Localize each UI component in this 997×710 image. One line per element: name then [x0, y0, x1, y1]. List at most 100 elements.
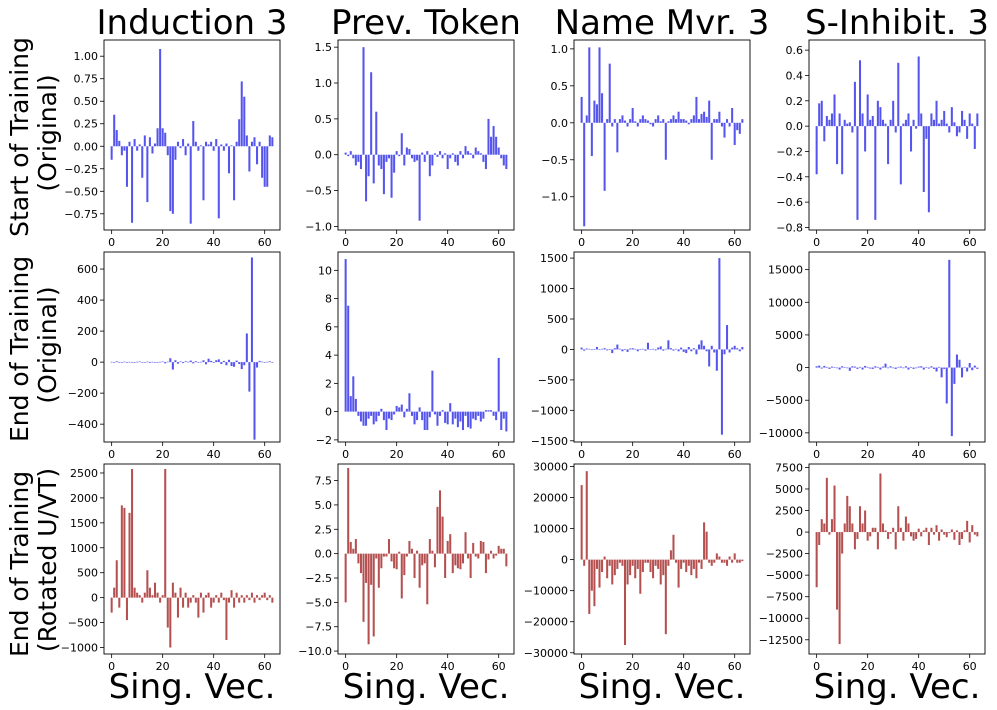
bar-r0-c0-58: [258, 141, 261, 147]
y-tick-label: −400: [68, 418, 98, 431]
y-tick-label: 6: [325, 321, 332, 334]
bar-r1-c2-45: [695, 349, 698, 355]
bar-r1-c2-50: [708, 349, 711, 367]
bar-r1-c2-7: [598, 349, 601, 351]
bar-r1-c3-48: [938, 366, 941, 368]
bar-r0-c1-5: [357, 154, 360, 162]
bar-r2-c3-25: [879, 473, 882, 533]
bar-r1-c2-49: [705, 349, 708, 352]
bar-r2-c0-3: [118, 597, 121, 608]
plot-frame: [573, 251, 751, 443]
y-tick-label: 0.0: [551, 117, 569, 130]
plot-frame: [103, 39, 281, 231]
bar-r1-c1-62: [502, 411, 505, 419]
bar-r0-c2-1: [583, 122, 586, 227]
bar-r1-c0-39: [210, 360, 213, 363]
bar-r1-c3-49: [940, 367, 943, 378]
bar-r2-c0-60: [263, 592, 266, 598]
bar-r1-c0-32: [192, 362, 195, 364]
bar-r1-c3-62: [973, 365, 976, 368]
bar-r1-c1-18: [390, 411, 393, 421]
plot-frame: [103, 463, 281, 655]
bar-r0-c3-44: [927, 126, 930, 213]
bar-r2-c0-12: [141, 597, 144, 603]
y-tick-label: 2500: [70, 467, 98, 480]
bar-r0-c1-40: [446, 154, 449, 170]
bar-r1-c1-58: [492, 411, 495, 416]
bar-r1-c0-45: [225, 362, 228, 366]
y-tick-label: 10000: [768, 296, 803, 309]
x-tick-label: 60: [728, 660, 742, 673]
bar-r0-c3-20: [866, 94, 869, 127]
y-tick-label: −0.50: [64, 185, 98, 198]
bar-r2-c3-24: [876, 532, 879, 550]
bar-r2-c0-46: [227, 597, 231, 603]
bar-r1-c3-57: [961, 367, 964, 378]
bar-r0-c3-2: [820, 100, 823, 127]
y-tick-label: 0: [325, 406, 332, 419]
bar-r1-c1-40: [446, 411, 449, 425]
bar-r2-c1-4: [354, 539, 357, 554]
bar-r1-c3-28: [887, 367, 890, 369]
bar-r0-c2-24: [641, 115, 644, 123]
bar-r1-c3-10: [841, 366, 844, 368]
bar-r0-c2-23: [639, 119, 642, 123]
bar-r1-c3-26: [881, 366, 884, 368]
bar-r2-c1-12: [375, 553, 378, 559]
bar-r0-c2-28: [652, 122, 655, 127]
bar-r2-c1-43: [454, 553, 457, 566]
bar-r2-c3-53: [950, 529, 953, 533]
bar-r1-c0-31: [189, 360, 192, 363]
bar-r2-c3-44: [927, 532, 930, 545]
y-tick-label: −500: [68, 617, 98, 630]
bar-r1-c2-21: [634, 348, 637, 350]
x-tick-label: 20: [156, 660, 170, 673]
bar-r2-c3-40: [917, 528, 920, 533]
x-tick-label: 60: [258, 660, 272, 673]
bar-r0-c1-58: [492, 126, 495, 155]
bar-r2-c2-10: [606, 559, 609, 579]
bar-r0-c3-35: [904, 119, 907, 127]
bar-r0-c3-9: [838, 113, 841, 127]
bar-r2-c3-10: [841, 532, 844, 554]
bar-r0-c3-50: [943, 110, 946, 127]
bar-r1-c1-25: [408, 393, 411, 412]
bar-r2-c2-54: [718, 556, 721, 560]
bar-r2-c3-19: [864, 510, 867, 533]
y-tick-label: 200: [77, 325, 98, 338]
x-tick-label: 60: [963, 448, 977, 461]
bar-r1-c1-49: [469, 411, 472, 429]
bar-r1-c3-32: [897, 366, 900, 368]
bar-r0-c1-42: [451, 153, 454, 155]
bar-r2-c3-17: [858, 506, 862, 533]
bar-r0-c0-18: [156, 128, 159, 147]
bar-r1-c0-13: [143, 361, 146, 363]
bar-r2-c1-42: [451, 553, 454, 574]
bar-r1-c1-59: [495, 411, 498, 421]
bar-r1-c0-5: [123, 361, 126, 363]
panel-r1-c1: 0 20 40 60 −2 0 2 4 6 8 10: [316, 251, 515, 461]
bar-r2-c3-46: [932, 532, 936, 535]
bar-r0-c2-37: [675, 119, 678, 123]
bar-r2-c1-38: [441, 516, 444, 554]
bar-r1-c3-56: [958, 359, 961, 368]
bar-r1-c0-25: [174, 360, 177, 363]
plot-frame: [573, 39, 751, 231]
bar-r1-c1-1: [347, 305, 350, 412]
bar-r1-c1-36: [436, 411, 439, 426]
bar-r0-c1-50: [472, 154, 475, 159]
bar-r2-c1-1: [347, 467, 350, 554]
bar-r2-c3-32: [897, 506, 900, 533]
bar-r0-c3-62: [973, 126, 976, 149]
bar-r1-c1-21: [398, 407, 401, 412]
bar-r0-c2-50: [708, 100, 711, 123]
bar-r2-c0-21: [164, 468, 167, 598]
bar-r1-c2-0: [580, 347, 583, 350]
column-title-2: Name Mvr. 3: [555, 3, 770, 43]
y-tick-label: 8: [325, 293, 332, 306]
bar-r0-c3-46: [932, 119, 936, 127]
bar-r1-c0-4: [120, 362, 123, 363]
bar-r0-c2-45: [695, 96, 698, 123]
bar-r1-c1-26: [410, 411, 413, 416]
bar-r1-c1-13: [377, 411, 380, 416]
